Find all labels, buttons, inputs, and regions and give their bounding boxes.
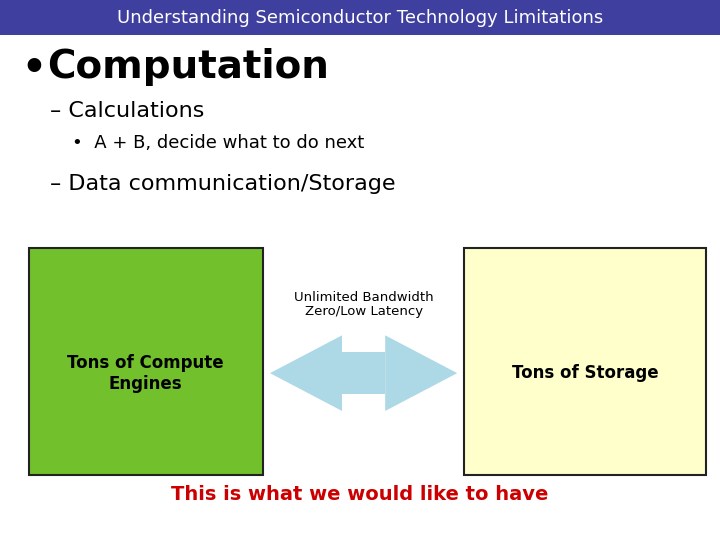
Bar (0, 0, 720, 35)
Bar (464, 248, 706, 475)
Text: – Data communication/Storage: – Data communication/Storage (50, 173, 396, 194)
Text: Tons of Compute
Engines: Tons of Compute Engines (68, 354, 224, 393)
Text: – Calculations: – Calculations (50, 100, 204, 121)
Text: Tons of Storage: Tons of Storage (512, 364, 658, 382)
Text: •: • (22, 49, 47, 86)
Text: Computation: Computation (47, 49, 328, 86)
Text: This is what we would like to have: This is what we would like to have (171, 484, 549, 504)
Bar (342, 352, 385, 394)
Text: Zero/Low Latency: Zero/Low Latency (305, 305, 423, 318)
Polygon shape (270, 335, 342, 411)
Bar (29, 248, 263, 475)
Text: Understanding Semiconductor Technology Limitations: Understanding Semiconductor Technology L… (117, 9, 603, 26)
Polygon shape (385, 335, 457, 411)
Text: Unlimited Bandwidth: Unlimited Bandwidth (294, 291, 433, 304)
Text: •  A + B, decide what to do next: • A + B, decide what to do next (72, 134, 364, 152)
